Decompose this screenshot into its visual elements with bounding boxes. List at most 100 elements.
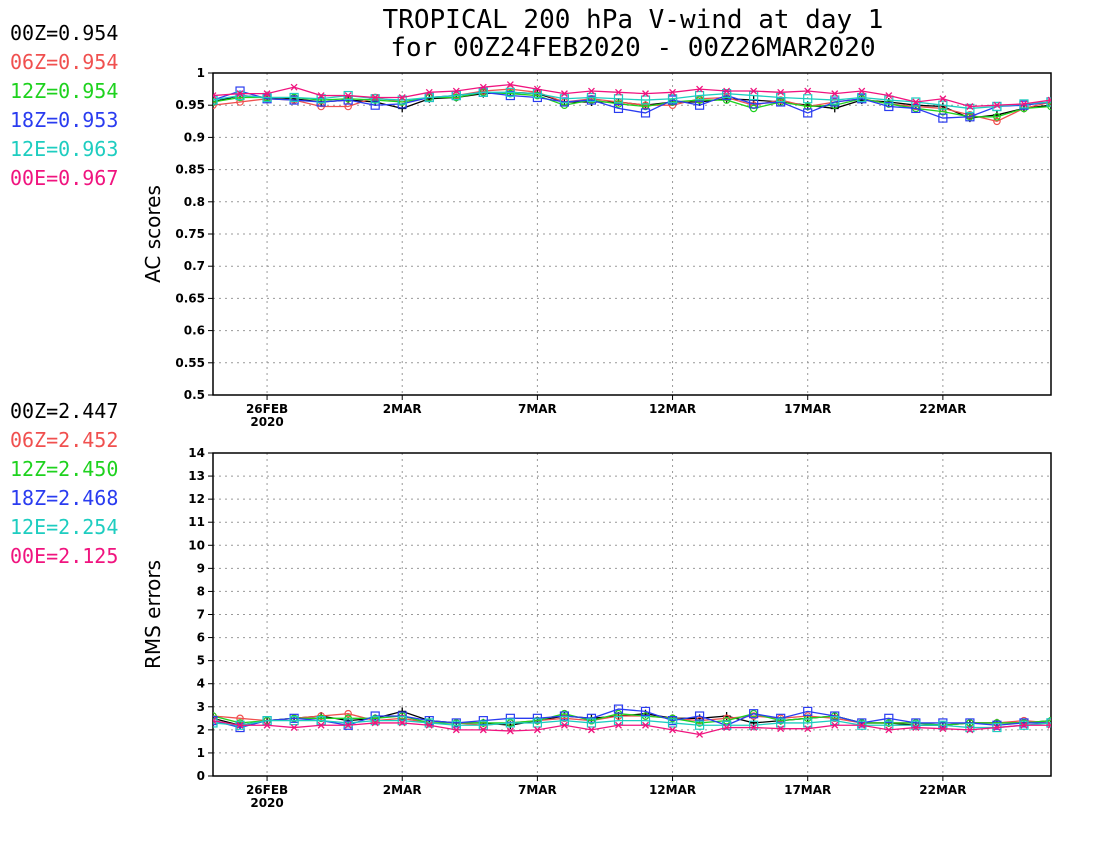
data-point-00e [452, 87, 460, 95]
data-point-00e [506, 727, 514, 735]
data-point-12z [993, 112, 1001, 121]
data-point-12z [398, 98, 407, 106]
data-point-12e [667, 718, 678, 728]
series-line-00e [213, 83, 1051, 108]
data-point-00e [587, 87, 595, 95]
data-point-18z [884, 713, 894, 723]
data-point-06z [398, 714, 407, 723]
chart-title-line1: TROPICAL 200 hPa V-wind at day 1 [383, 5, 884, 35]
data-point-00e [344, 721, 352, 729]
y-tick-label: 6 [197, 631, 205, 645]
data-point-00e [939, 95, 947, 103]
data-point-12e [397, 95, 407, 105]
data-point-12z [317, 714, 325, 723]
data-point-12e [213, 95, 218, 105]
data-point-12e [343, 718, 353, 728]
data-point-12e [370, 716, 380, 726]
data-point-12e [397, 716, 407, 726]
data-point-06z [317, 712, 325, 720]
y-tick-label: 12 [188, 492, 205, 506]
data-point-00e [912, 724, 920, 732]
legend-entry: 18Z=0.953 [10, 108, 118, 132]
data-point-06z [695, 716, 704, 725]
data-point-12e [938, 100, 948, 110]
data-point-00e [993, 101, 1001, 109]
y-tick-label: 11 [188, 515, 205, 529]
rms-errors-legend: 00Z=2.447 06Z=2.452 12Z=2.450 18Z=2.468 12E=… [10, 399, 118, 568]
y-tick-label: 0.9 [184, 130, 205, 144]
x-tick-label: 22MAR [919, 783, 966, 797]
y-tick-label: 1 [197, 746, 205, 760]
data-point-00e [213, 717, 217, 725]
data-point-12z [939, 107, 947, 116]
data-point-18z [803, 108, 813, 118]
legend-entry: 00E=0.967 [10, 166, 118, 190]
x-tick-sublabel: 2020 [250, 415, 283, 429]
legend-entry: 06Z=0.954 [10, 50, 118, 74]
data-point-12z [993, 719, 1001, 727]
legend-entry: 12E=2.254 [10, 515, 118, 539]
y-tick-label: 2 [197, 723, 205, 737]
x-tick-label: 7MAR [518, 783, 557, 797]
y-tick-label: 4 [197, 677, 205, 691]
data-point-18z [911, 103, 921, 114]
y-tick-label: 0.5 [184, 388, 205, 402]
y-tick-label: 9 [197, 561, 205, 575]
y-tick-label: 0.7 [184, 259, 205, 273]
y-tick-label: 0.8 [184, 195, 205, 209]
chart-title-line2: for 00Z24FEB2020 - 00Z26MAR2020 [390, 33, 875, 63]
data-point-12z [668, 714, 677, 723]
data-point-00e [317, 92, 325, 99]
data-point-12e [667, 94, 678, 104]
data-point-12e [640, 95, 651, 105]
data-point-18z [640, 706, 651, 717]
data-point-06z [236, 98, 244, 106]
data-point-00e [642, 90, 649, 98]
data-point-00e [1020, 721, 1028, 729]
data-point-12e [694, 720, 705, 730]
data-point-00e [831, 721, 839, 729]
data-point-00e [831, 90, 839, 98]
x-tick-label: 17MAR [784, 402, 831, 416]
series-group [213, 704, 1051, 738]
data-point-00e [344, 92, 352, 99]
data-point-12e [289, 716, 299, 726]
data-point-00e [479, 83, 487, 91]
y-tick-label: 0.85 [175, 163, 205, 177]
legend-entry: 00Z=0.954 [10, 21, 118, 45]
data-point-00e [750, 87, 758, 95]
data-point-12z [371, 714, 379, 723]
data-point-00e [452, 726, 460, 734]
data-point-06z [344, 102, 352, 111]
data-point-12z [641, 712, 650, 720]
data-point-00e [290, 724, 298, 732]
data-point-06z [993, 117, 1001, 126]
data-point-12e [722, 89, 732, 99]
data-point-00e [560, 721, 568, 729]
data-point-00e [642, 721, 649, 729]
data-point-00e [533, 85, 541, 93]
data-point-00e [425, 721, 433, 729]
ac-scores-panel: 0.5 0.55 0.6 0.65 0.7 0.75 0.8 0.85 0.9 0.95 1 26FE… [141, 66, 1052, 429]
data-point-00e [533, 726, 541, 734]
data-point-12e [370, 94, 380, 104]
x-tick-label: 22MAR [919, 402, 966, 416]
data-point-00e [939, 725, 947, 733]
x-tick-label: 26FEB [246, 783, 288, 797]
data-point-12e [505, 87, 515, 97]
data-point-00e [425, 88, 433, 96]
x-tick-label: 2MAR [383, 402, 422, 416]
data-point-12e [776, 718, 786, 728]
data-point-18z [884, 101, 894, 112]
data-point-12e [424, 92, 434, 103]
data-point-12z [452, 93, 461, 102]
data-point-12z [722, 716, 731, 725]
data-point-00e [966, 726, 974, 734]
data-point-00e [236, 721, 244, 729]
y-tick-label: 0.65 [175, 291, 205, 305]
data-point-18z [694, 100, 705, 110]
data-point-00e [317, 721, 325, 729]
data-point-12e [213, 718, 218, 728]
